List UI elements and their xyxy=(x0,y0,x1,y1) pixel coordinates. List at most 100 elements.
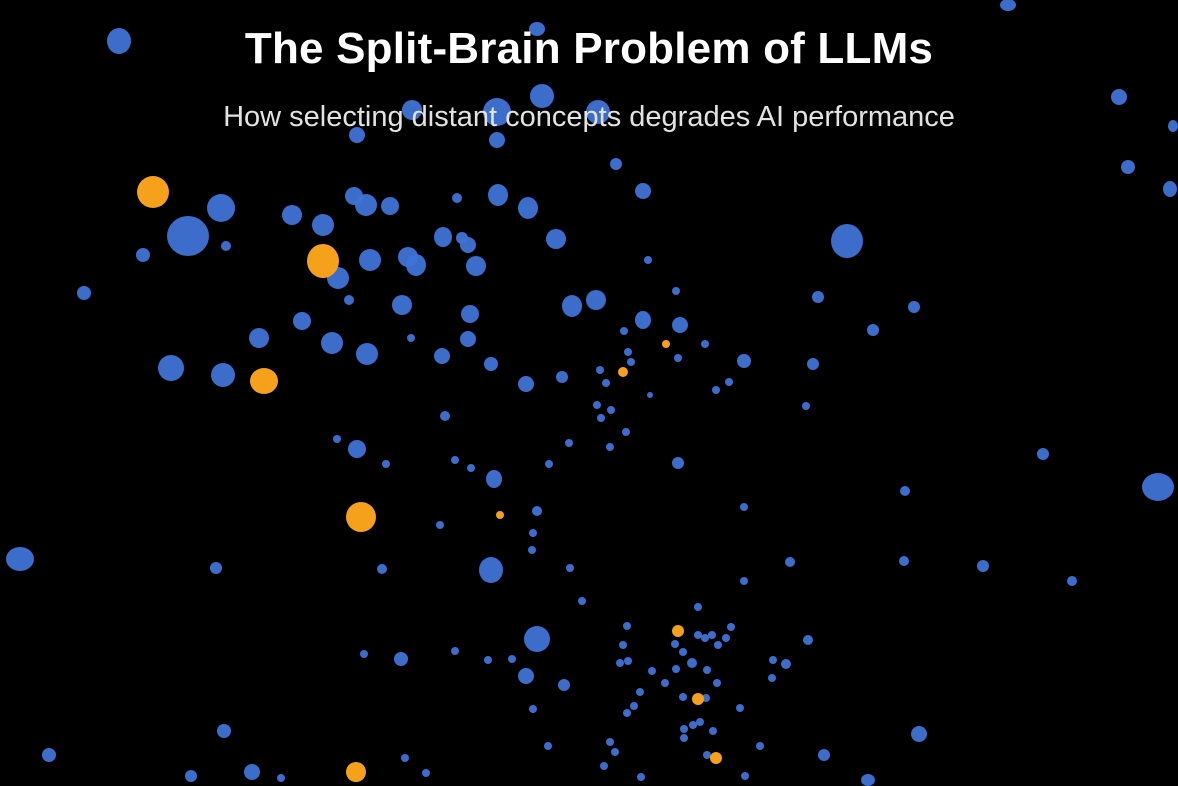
concept-point xyxy=(136,248,150,262)
concept-point xyxy=(356,343,378,365)
concept-point xyxy=(461,305,479,323)
concept-point xyxy=(185,770,197,782)
concept-point xyxy=(861,774,875,786)
concept-point xyxy=(221,241,231,251)
concept-point xyxy=(622,428,630,436)
concept-point xyxy=(624,348,632,356)
concept-point xyxy=(648,667,656,675)
concept-point xyxy=(725,378,733,386)
concept-point xyxy=(680,734,688,742)
concept-point xyxy=(807,358,819,370)
concept-point xyxy=(611,748,619,756)
selected-point xyxy=(692,693,704,705)
concept-point xyxy=(6,547,34,571)
concept-point xyxy=(528,546,536,554)
concept-point xyxy=(606,738,614,746)
concept-point xyxy=(210,562,222,574)
concept-point xyxy=(42,748,56,762)
concept-point xyxy=(740,577,748,585)
concept-point xyxy=(360,650,368,658)
concept-point xyxy=(407,334,415,342)
concept-point xyxy=(696,718,704,726)
concept-point xyxy=(578,597,586,605)
concept-point xyxy=(518,197,538,219)
concept-point xyxy=(524,626,550,652)
concept-point xyxy=(597,414,605,422)
concept-point xyxy=(736,704,744,712)
concept-point xyxy=(451,647,459,655)
selected-point xyxy=(307,244,339,278)
concept-point xyxy=(1037,448,1049,460)
concept-point xyxy=(607,406,615,414)
concept-point xyxy=(679,693,687,701)
concept-point xyxy=(158,355,184,381)
concept-point xyxy=(483,98,511,126)
concept-point xyxy=(394,652,408,666)
concept-point xyxy=(586,290,606,310)
concept-point xyxy=(610,158,622,170)
concept-point xyxy=(348,440,366,458)
concept-point xyxy=(488,184,508,206)
concept-point xyxy=(1111,89,1127,105)
concept-point xyxy=(740,503,748,511)
concept-point xyxy=(635,311,651,329)
concept-point xyxy=(586,100,610,124)
concept-point xyxy=(546,229,566,249)
page-title: The Split-Brain Problem of LLMs xyxy=(244,24,934,73)
concept-point xyxy=(701,634,709,642)
concept-point xyxy=(518,668,534,684)
concept-point xyxy=(672,457,684,469)
concept-point xyxy=(689,721,697,729)
selected-point xyxy=(137,176,169,208)
concept-point xyxy=(1163,181,1177,197)
concept-point xyxy=(382,460,390,468)
concept-point xyxy=(741,772,749,780)
concept-point xyxy=(623,709,631,717)
concept-point xyxy=(456,232,468,244)
concept-point xyxy=(484,656,492,664)
concept-point xyxy=(529,529,537,537)
concept-point xyxy=(674,354,682,362)
concept-point xyxy=(440,411,450,421)
concept-point xyxy=(687,658,697,668)
concept-point xyxy=(694,603,702,611)
concept-point xyxy=(402,100,422,120)
concept-point xyxy=(486,470,502,488)
selected-point xyxy=(346,502,376,532)
concept-point xyxy=(558,679,570,691)
concept-point xyxy=(785,557,795,567)
concept-point xyxy=(277,774,285,782)
concept-point xyxy=(899,556,909,566)
concept-point xyxy=(702,694,710,702)
concept-point xyxy=(544,742,552,750)
concept-point xyxy=(1168,120,1178,132)
concept-point xyxy=(566,564,574,572)
concept-point xyxy=(703,751,711,759)
concept-point xyxy=(703,666,711,674)
concept-point xyxy=(321,332,343,354)
concept-point xyxy=(644,256,652,264)
concept-point xyxy=(737,354,751,368)
concept-point xyxy=(647,392,653,398)
concept-point xyxy=(627,358,635,366)
concept-point xyxy=(529,705,537,713)
concept-point xyxy=(977,560,989,572)
concept-point xyxy=(619,641,627,649)
concept-point xyxy=(637,773,645,781)
concept-point xyxy=(344,295,354,305)
page-subtitle: How selecting distant concepts degrades … xyxy=(223,101,955,133)
concept-point xyxy=(831,224,863,258)
concept-point xyxy=(466,256,486,276)
concept-point xyxy=(529,22,545,36)
concept-point xyxy=(908,301,920,313)
selected-point xyxy=(710,752,722,764)
concept-point xyxy=(355,194,377,216)
concept-point xyxy=(620,327,628,335)
concept-point xyxy=(562,295,582,317)
concept-point xyxy=(714,641,722,649)
concept-point xyxy=(781,659,791,669)
concept-point xyxy=(679,648,687,656)
concept-point xyxy=(812,291,824,303)
concept-point xyxy=(359,249,381,271)
